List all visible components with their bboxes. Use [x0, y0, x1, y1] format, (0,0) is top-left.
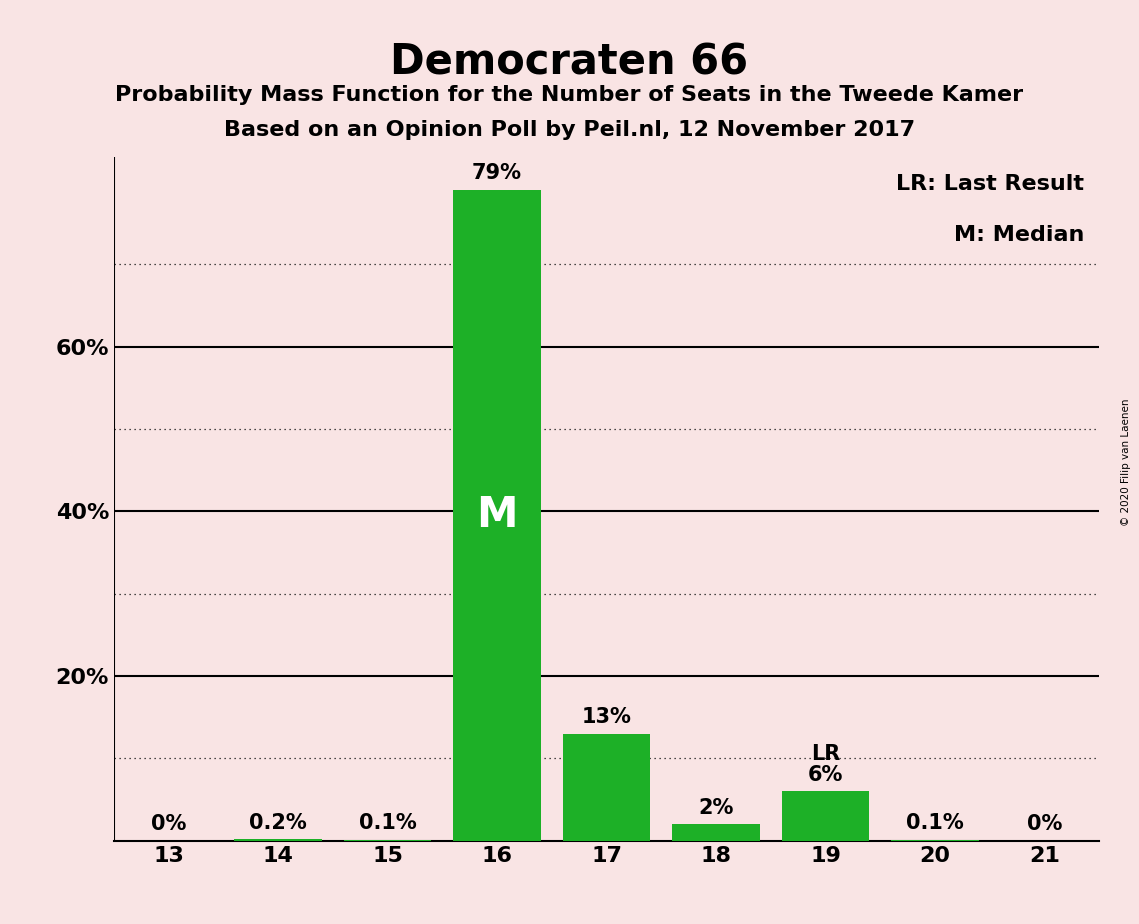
Text: 13%: 13% — [582, 707, 631, 727]
Text: Democraten 66: Democraten 66 — [391, 42, 748, 83]
Text: LR: LR — [811, 744, 841, 764]
Bar — [453, 190, 541, 841]
Text: M: Median: M: Median — [954, 225, 1084, 246]
Text: 79%: 79% — [472, 164, 522, 184]
Text: 0.2%: 0.2% — [249, 812, 308, 833]
Text: LR: Last Result: LR: Last Result — [896, 175, 1084, 194]
Text: M: M — [476, 494, 518, 537]
Text: Probability Mass Function for the Number of Seats in the Tweede Kamer: Probability Mass Function for the Number… — [115, 85, 1024, 105]
Text: 6%: 6% — [808, 765, 843, 784]
Text: 2%: 2% — [698, 797, 734, 818]
Bar — [781, 792, 869, 841]
Bar — [563, 734, 650, 841]
Text: 0%: 0% — [1026, 814, 1062, 834]
Bar — [235, 839, 322, 841]
Text: © 2020 Filip van Laenen: © 2020 Filip van Laenen — [1121, 398, 1131, 526]
Bar — [672, 824, 760, 841]
Text: 0.1%: 0.1% — [359, 813, 417, 833]
Text: 0%: 0% — [151, 814, 187, 834]
Text: Based on an Opinion Poll by Peil.nl, 12 November 2017: Based on an Opinion Poll by Peil.nl, 12 … — [224, 120, 915, 140]
Text: 0.1%: 0.1% — [906, 813, 964, 833]
